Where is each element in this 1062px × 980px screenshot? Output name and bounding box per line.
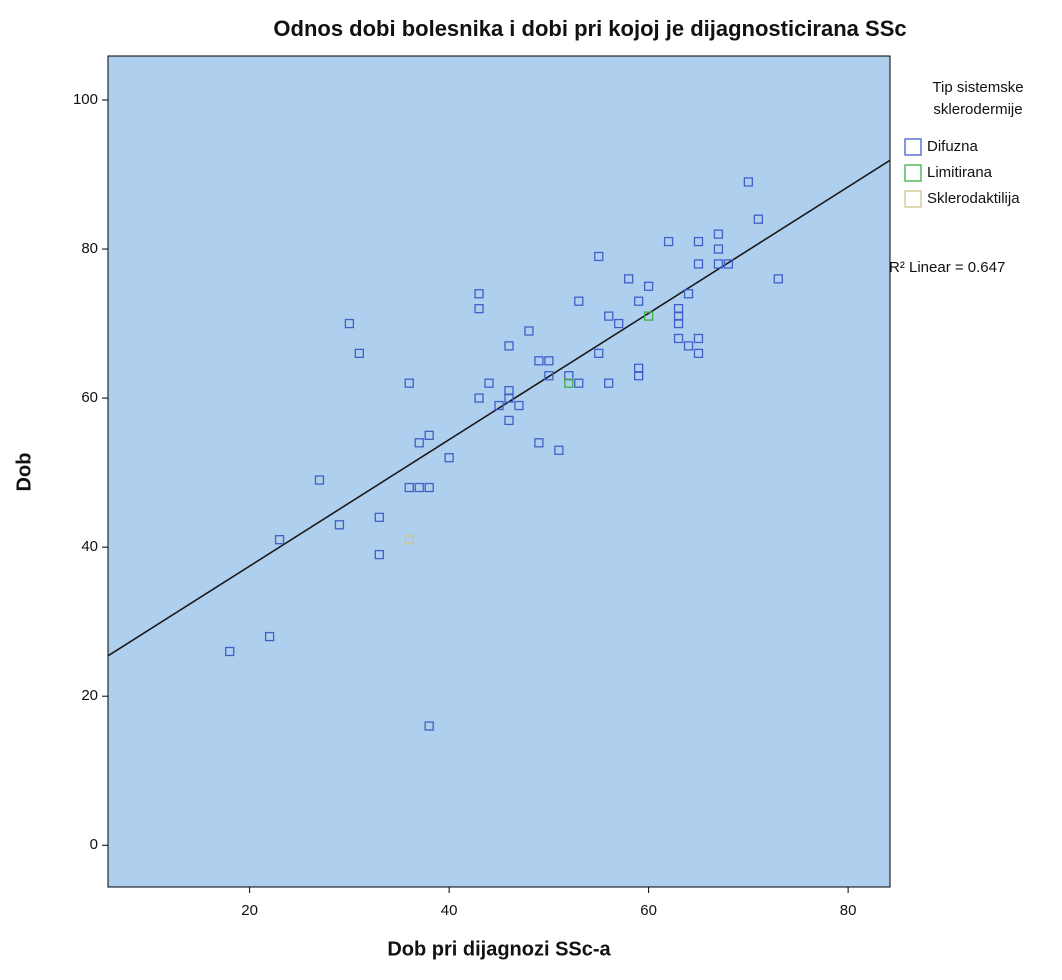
legend-swatch bbox=[904, 190, 922, 208]
point bbox=[314, 475, 325, 485]
point bbox=[534, 438, 544, 448]
plot-area bbox=[107, 55, 891, 888]
point bbox=[274, 535, 285, 545]
point bbox=[643, 311, 654, 321]
y-tick-label: 100 bbox=[73, 91, 98, 108]
point bbox=[334, 520, 345, 530]
point bbox=[594, 251, 604, 262]
point bbox=[404, 378, 414, 388]
point bbox=[604, 311, 614, 321]
point bbox=[404, 482, 414, 493]
point bbox=[574, 378, 584, 388]
legend-swatch bbox=[904, 138, 922, 156]
point bbox=[663, 236, 674, 247]
point bbox=[753, 214, 763, 224]
y-axis-label: Dob bbox=[13, 453, 35, 492]
point bbox=[604, 378, 614, 388]
y-tick-label: 60 bbox=[81, 389, 98, 406]
legend-swatch bbox=[904, 164, 922, 182]
point bbox=[564, 378, 574, 388]
x-tick-label: 60 bbox=[640, 902, 657, 919]
point bbox=[424, 430, 434, 441]
y-tick-label: 80 bbox=[81, 240, 98, 257]
point bbox=[494, 400, 504, 411]
point bbox=[673, 333, 684, 344]
point bbox=[693, 333, 704, 344]
y-tick-label: 0 bbox=[90, 836, 98, 853]
point bbox=[693, 348, 704, 359]
point bbox=[344, 318, 355, 329]
x-tick-label: 40 bbox=[441, 902, 458, 919]
chart-title: Odnos dobi bolesnika i dobi pri kojoj je… bbox=[273, 16, 906, 41]
legend-title: sklerodermije bbox=[933, 101, 1022, 118]
point bbox=[414, 482, 424, 493]
r2-label: R² Linear = 0.647 bbox=[889, 259, 1005, 276]
legend-label: Limitirana bbox=[927, 164, 993, 181]
legend-title: Tip sistemske bbox=[932, 79, 1023, 96]
point bbox=[504, 393, 514, 403]
point bbox=[474, 304, 484, 314]
point bbox=[673, 318, 684, 329]
point bbox=[354, 348, 365, 359]
point bbox=[574, 296, 584, 306]
point bbox=[683, 341, 694, 351]
legend-label: Difuzna bbox=[927, 138, 979, 155]
point bbox=[404, 535, 414, 545]
point bbox=[594, 348, 604, 359]
point bbox=[474, 393, 484, 403]
legend-label: Sklerodaktilija bbox=[927, 190, 1020, 207]
point bbox=[444, 453, 454, 463]
point bbox=[643, 281, 654, 291]
y-tick-label: 20 bbox=[81, 687, 98, 704]
point bbox=[713, 229, 724, 239]
point bbox=[713, 259, 724, 269]
y-tick-label: 40 bbox=[81, 538, 98, 555]
point bbox=[424, 721, 434, 731]
point bbox=[524, 326, 534, 336]
point bbox=[414, 438, 424, 448]
x-tick-label: 80 bbox=[840, 902, 857, 919]
point bbox=[773, 274, 783, 284]
point bbox=[713, 244, 724, 254]
trendline bbox=[108, 159, 890, 657]
point bbox=[544, 356, 554, 366]
point bbox=[474, 289, 484, 299]
x-axis-label: Dob pri dijagnozi SSc-a bbox=[387, 938, 611, 960]
point bbox=[614, 318, 624, 329]
point bbox=[504, 341, 514, 351]
point bbox=[484, 378, 494, 388]
point bbox=[544, 371, 554, 381]
point bbox=[225, 646, 235, 657]
point bbox=[693, 259, 704, 269]
x-tick-label: 20 bbox=[241, 902, 258, 919]
point bbox=[374, 549, 384, 560]
point bbox=[264, 631, 275, 642]
point bbox=[534, 356, 544, 366]
point bbox=[624, 274, 634, 284]
point bbox=[504, 415, 514, 426]
point bbox=[633, 296, 644, 306]
point bbox=[374, 512, 384, 522]
point bbox=[514, 400, 524, 411]
point bbox=[554, 445, 564, 455]
point bbox=[424, 482, 434, 493]
point bbox=[743, 177, 754, 187]
point bbox=[723, 259, 734, 269]
point bbox=[683, 289, 694, 299]
point bbox=[693, 236, 704, 247]
point bbox=[633, 371, 644, 381]
